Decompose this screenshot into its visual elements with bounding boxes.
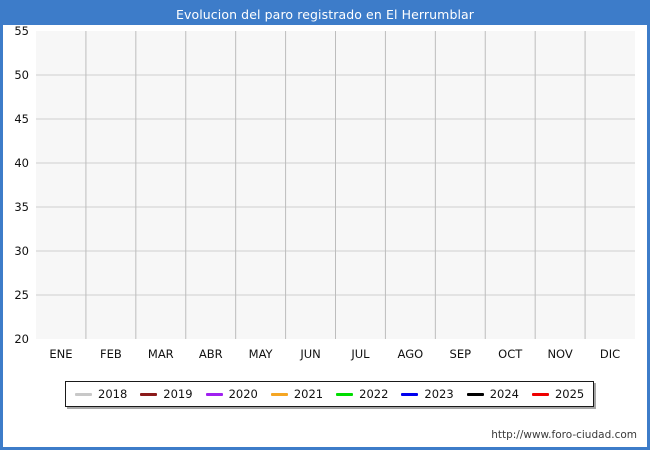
legend-label: 2025 xyxy=(554,387,585,401)
y-axis-tick-label: 45 xyxy=(14,112,29,126)
x-axis-tick-label: JUL xyxy=(350,347,370,361)
x-axis-tick-label: NOV xyxy=(547,347,572,361)
x-axis-tick-label: MAY xyxy=(249,347,274,361)
legend-item-2019[interactable]: 2019 xyxy=(140,387,193,401)
chart-legend: 2018 2019 2020 2021 2022 2023 2024 2025 xyxy=(65,381,595,407)
legend-item-2025[interactable]: 2025 xyxy=(531,387,585,401)
x-axis-tick-label: ENE xyxy=(49,347,72,361)
x-axis-tick-label: DIC xyxy=(600,347,620,361)
legend-item-2020[interactable]: 2020 xyxy=(205,387,258,401)
legend-swatch-icon xyxy=(140,392,158,396)
y-axis-tick-label: 30 xyxy=(14,244,29,258)
legend-item-2023[interactable]: 2023 xyxy=(401,387,454,401)
x-axis-tick-label: ABR xyxy=(199,347,223,361)
y-axis-tick-label: 35 xyxy=(14,200,29,214)
x-axis-tick-label: SEP xyxy=(450,347,472,361)
x-axis-tick-label: FEB xyxy=(100,347,122,361)
legend-label: 2024 xyxy=(489,387,519,401)
footer-url: http://www.foro-ciudad.com xyxy=(491,429,637,441)
x-axis-tick-label: AGO xyxy=(398,347,424,361)
legend-label: 2018 xyxy=(98,387,128,401)
legend-label: 2021 xyxy=(293,387,324,401)
legend-swatch-icon xyxy=(466,392,484,396)
legend-swatch-icon xyxy=(270,392,288,396)
y-axis-tick-label: 40 xyxy=(14,156,29,170)
legend-label: 2020 xyxy=(228,387,258,401)
line-chart: 20 25 30 35 40 45 50 55 ENE FEB MAR ABR MAY JUN JUL AGO… xyxy=(14,25,635,361)
legend-item-2022[interactable]: 2022 xyxy=(336,387,388,401)
legend-item-2021[interactable]: 2021 xyxy=(270,387,324,401)
y-axis-tick-label: 55 xyxy=(14,25,29,38)
page-title: Evolucion del paro registrado en El Herr… xyxy=(175,6,475,22)
legend-label: 2023 xyxy=(424,387,454,401)
legend-item-2018[interactable]: 2018 xyxy=(75,387,127,401)
x-axis-tick-label: OCT xyxy=(498,347,523,361)
y-axis-tick-label: 50 xyxy=(14,68,29,82)
legend-label: 2022 xyxy=(359,387,389,401)
legend-swatch-icon xyxy=(336,392,354,396)
legend-swatch-icon xyxy=(75,392,92,396)
legend-swatch-icon xyxy=(401,392,419,396)
x-axis-tick-label: MAR xyxy=(148,347,174,361)
legend-swatch-icon xyxy=(205,392,223,396)
legend-label: 2019 xyxy=(163,387,193,401)
window-title-bar: Evolucion del paro registrado en El Herr… xyxy=(3,3,647,25)
y-axis-tick-label: 20 xyxy=(14,332,29,346)
x-axis-tick-label: JUN xyxy=(299,347,320,361)
legend-item-2024[interactable]: 2024 xyxy=(466,387,519,401)
y-axis-tick-label: 25 xyxy=(14,288,29,302)
legend-swatch-icon xyxy=(531,392,549,396)
